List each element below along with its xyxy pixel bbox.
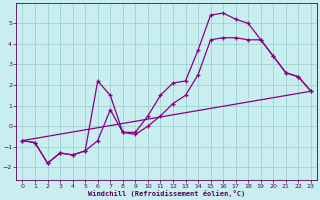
X-axis label: Windchill (Refroidissement éolien,°C): Windchill (Refroidissement éolien,°C) [88, 190, 245, 197]
